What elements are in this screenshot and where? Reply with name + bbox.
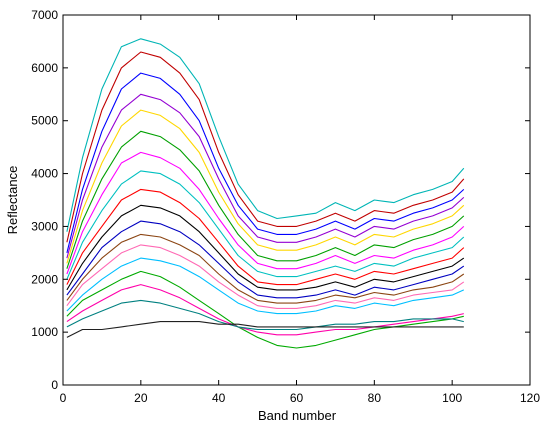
series-line-3	[66, 72, 465, 254]
x-tick-label: 20	[134, 391, 148, 405]
plot-area	[66, 38, 465, 349]
series-line-10	[66, 204, 465, 291]
series-line-12	[66, 233, 465, 304]
series-line-7	[66, 151, 465, 275]
x-tick-label: 120	[520, 391, 540, 405]
x-tick-label: 60	[290, 391, 304, 405]
series-line-9	[66, 188, 465, 286]
axes: 0 20 40 60 80 100 120 0 1000 2000 3000 4000 5000 6000…	[31, 8, 540, 405]
series-line-14	[66, 257, 465, 315]
y-tick-label: 7000	[31, 8, 58, 22]
y-tick-label: 1000	[31, 325, 58, 339]
series-line-4	[66, 93, 465, 259]
y-tick-label: 3000	[31, 219, 58, 233]
series-line-16	[66, 284, 464, 336]
x-axis-label: Band number	[258, 408, 337, 423]
series-line-15	[66, 270, 464, 349]
series-line-11	[66, 220, 465, 299]
x-tick-label: 100	[442, 391, 462, 405]
series-line-18	[66, 321, 464, 338]
series-line-17	[66, 299, 464, 331]
y-tick-label: 0	[51, 378, 58, 392]
series-line-8	[66, 170, 465, 280]
series-line-1	[66, 38, 465, 232]
series-line-13	[66, 244, 465, 309]
y-tick-label: 2000	[31, 272, 58, 286]
y-tick-label: 6000	[31, 61, 58, 75]
series-line-5	[66, 109, 465, 264]
x-tick-label: 0	[60, 391, 67, 405]
series-line-2	[66, 51, 465, 243]
x-tick-label: 40	[212, 391, 226, 405]
y-tick-label: 4000	[31, 167, 58, 181]
y-axis-label: Reflectance	[5, 166, 20, 235]
y-tick-label: 5000	[31, 114, 58, 128]
series-line-6	[66, 130, 465, 269]
x-tick-label: 80	[368, 391, 382, 405]
